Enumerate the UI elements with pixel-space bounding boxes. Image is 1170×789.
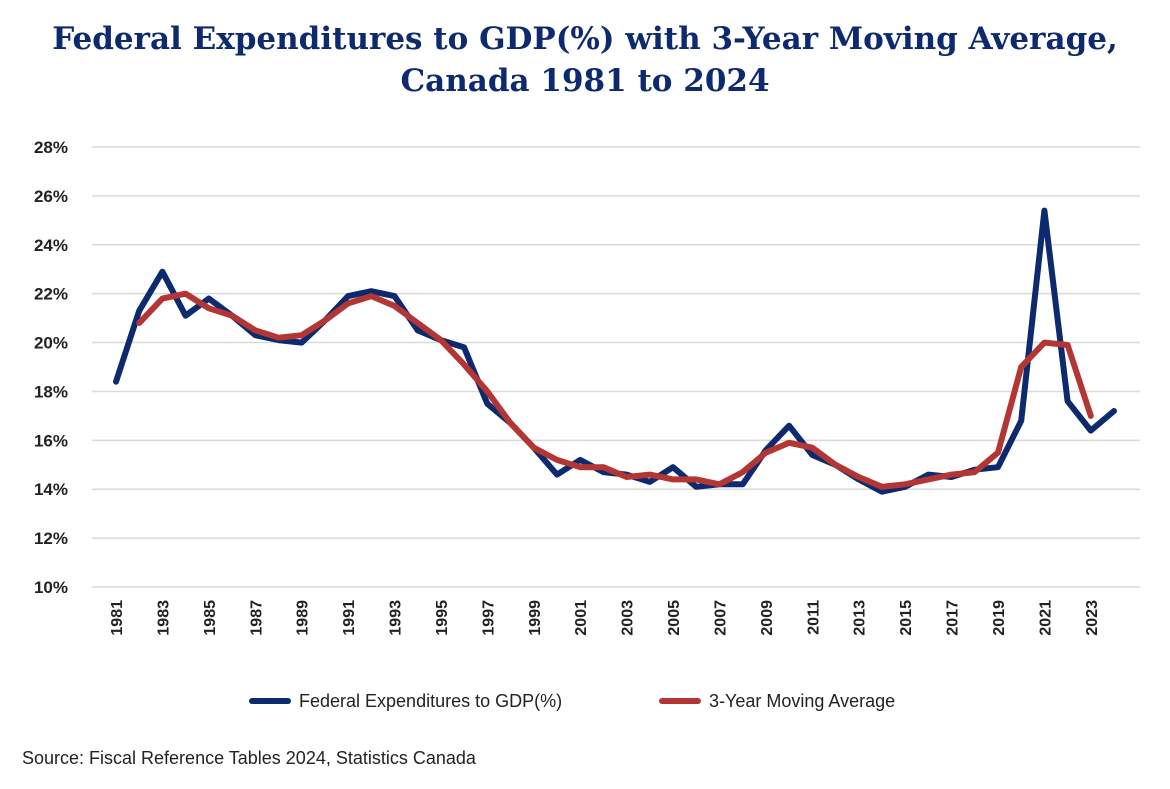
x-tick-label: 1993 (388, 600, 405, 636)
y-tick-label: 20% (34, 334, 68, 353)
x-tick-label: 1983 (155, 600, 172, 636)
y-tick-label: 10% (34, 578, 68, 597)
legend: Federal Expenditures to GDP(%) 3-Year Mov… (249, 691, 895, 711)
x-tick-label: 2021 (1037, 600, 1054, 636)
series-lines (113, 207, 1117, 495)
y-tick-label: 26% (34, 187, 68, 206)
chart-title-line-2: Canada 1981 to 2024 (400, 63, 770, 99)
x-tick-label: 1989 (295, 600, 312, 636)
y-axis-ticks: 10% 12% 14% 16% 18% 20% 22% 24% 26% 28% (34, 138, 68, 597)
y-tick-label: 24% (34, 236, 68, 255)
x-tick-label: 2005 (666, 600, 683, 636)
chart-title: Federal Expenditures to GDP(%) with 3-Ye… (0, 18, 1170, 102)
x-tick-label: 2017 (945, 600, 962, 636)
x-tick-label: 2011 (805, 600, 822, 635)
x-tick-label: 2007 (712, 600, 729, 636)
y-tick-label: 16% (34, 431, 68, 450)
grid-lines (92, 146, 1140, 588)
y-tick-label: 18% (34, 382, 68, 401)
legend-label: 3-Year Moving Average (709, 691, 895, 711)
x-tick-label: 2009 (759, 600, 776, 636)
x-tick-label: 2001 (573, 600, 590, 636)
line-chart: 10%12%14%16%18%20%22%24%26%28% 1981 1983 1… (34, 138, 1140, 711)
series-line-1 (113, 207, 1117, 495)
y-tick-label: 12% (34, 529, 68, 548)
source-note: Source: Fiscal Reference Tables 2024, St… (22, 748, 476, 768)
x-tick-label: 1985 (202, 600, 219, 636)
x-tick-label: 2015 (898, 600, 915, 636)
series-line-2 (136, 290, 1094, 490)
x-tick-label: 1995 (434, 600, 451, 636)
x-tick-label: 1999 (527, 600, 544, 636)
y-tick-label: 22% (34, 285, 68, 304)
x-tick-label: 1981 (109, 600, 126, 636)
x-tick-label: 1997 (480, 600, 497, 636)
y-tick-label: 14% (34, 480, 68, 499)
y-tick-label: 28% (34, 138, 68, 157)
chart-title-line-1: Federal Expenditures to GDP(%) with 3-Ye… (52, 21, 1118, 57)
legend-item-1: Federal Expenditures to GDP(%) (249, 691, 562, 711)
x-tick-label: 2003 (620, 600, 637, 636)
x-tick-label: 2013 (852, 600, 869, 636)
x-tick-label: 1991 (341, 600, 358, 636)
legend-item-2: 3-Year Moving Average (659, 691, 895, 711)
x-tick-label: 2019 (991, 600, 1008, 636)
legend-label: Federal Expenditures to GDP(%) (299, 691, 562, 711)
x-tick-label: 2023 (1084, 600, 1101, 636)
x-axis-ticks: 1981 1983 1985 1987 1989 1991 1993 1995 1997 1999… (109, 600, 1101, 636)
x-tick-label: 1987 (248, 600, 265, 636)
